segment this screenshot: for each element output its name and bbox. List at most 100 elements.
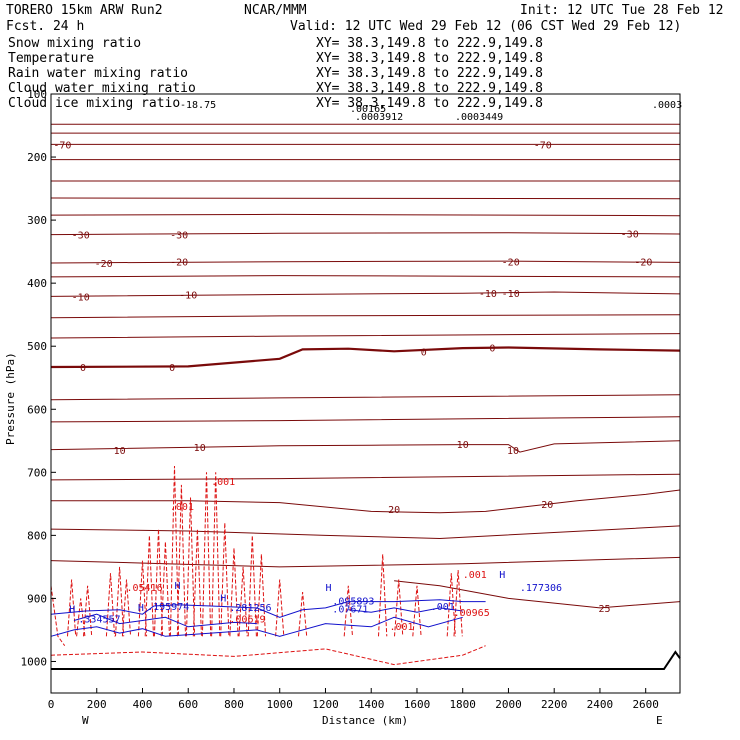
x-end-label-west: W (82, 714, 89, 727)
isotherm-line (394, 580, 681, 609)
isotherm-line-extra (50, 197, 681, 200)
isotherm-label: 10 (194, 443, 206, 454)
isotherm-label: -10 (479, 289, 497, 300)
x-tick-label: 1000 (266, 698, 293, 711)
cloud-water-label: H (326, 583, 332, 594)
rain-contour (169, 465, 180, 637)
rain-label: .001 (211, 477, 235, 488)
legend-xy-cloud-water: XY= 38.3,149.8 to 222.9,149.8 (316, 81, 543, 96)
legend-xy-temperature: XY= 38.3,149.8 to 222.9,149.8 (316, 51, 543, 66)
rain-contour (83, 585, 93, 637)
isotherm-line (50, 346, 681, 369)
isotherm-label: 0 (169, 363, 175, 374)
isotherm-label: -10 (72, 292, 90, 303)
cloud-water-label: .07671 (332, 604, 368, 615)
terrain-line (51, 650, 681, 670)
isotherm-line (50, 260, 681, 264)
rain-contour (238, 566, 248, 637)
isotherm-label: -10 (502, 289, 520, 300)
x-tick-label: 1200 (312, 698, 339, 711)
x-axis-label: Distance (km) (322, 714, 408, 727)
y-tick-label: 800 (27, 529, 47, 542)
rain-contour (144, 535, 154, 637)
rain-contour (176, 484, 186, 637)
cloud-water-contour (73, 613, 257, 628)
x-tick-label: 2600 (632, 698, 659, 711)
rain-contour (137, 560, 148, 637)
x-tick-label: 1400 (358, 698, 385, 711)
rain-contour (298, 592, 308, 637)
y-tick-label: 500 (27, 340, 47, 353)
x-tick-label: 1600 (404, 698, 431, 711)
isotherm-label: -70 (534, 140, 552, 151)
rain-contour (115, 566, 125, 637)
legend: Snow mixing ratio XY= 38.3,149.8 to 222.… (8, 36, 543, 111)
contour-labels: -70 -70 -30 -30 -30 -20 -20 -20 -20 -10 -10 -10 -10 0… (53, 100, 682, 633)
cloud-water-label: H (220, 594, 226, 605)
cloud-water-contours (50, 599, 486, 637)
isotherm-label: -10 (179, 291, 197, 302)
y-tick-label: 200 (27, 151, 47, 164)
top-label: .0003 (652, 100, 682, 111)
header-valid: Valid: 12 UTC Wed 29 Feb 12 (06 CST Wed … (290, 19, 681, 34)
isotherm-line-extra (50, 556, 681, 568)
isotherm-label: -20 (502, 258, 520, 269)
rain-contours (50, 465, 486, 666)
isotherm-line-extra (50, 525, 681, 540)
y-tick-label: 900 (27, 592, 47, 605)
isotherm-line (50, 232, 681, 236)
rain-contour (453, 569, 463, 637)
y-tick-label: 300 (27, 214, 47, 227)
top-label: .0003912 (355, 112, 403, 123)
isotherm-label: -30 (72, 231, 90, 242)
temperature-isotherms (50, 143, 681, 609)
legend-xy-cloud-ice: XY= 38.3,149.8 to 222.9,149.8 (316, 96, 543, 111)
rain-contour (412, 585, 422, 637)
rain-contour (121, 579, 132, 637)
x-tick-label: 600 (178, 698, 198, 711)
plot-frame (50, 93, 681, 694)
x-tick-label: 2400 (587, 698, 614, 711)
top-label: -18.75 (180, 100, 216, 111)
isotherm-label: 0 (489, 344, 495, 355)
top-label: .00165 (350, 104, 386, 115)
isotherm-label: -20 (634, 258, 652, 269)
legend-label-cloud-water: Cloud water mixing ratio (8, 81, 196, 96)
terrain-line (51, 650, 681, 670)
cloud-water-label: .281256 (229, 603, 271, 614)
rain-contour (378, 554, 388, 637)
legend-label-snow: Snow mixing ratio (8, 36, 141, 51)
rain-label: .001 (170, 502, 194, 513)
isotherm-label: 10 (457, 440, 469, 451)
y-tick-label: 100 (27, 88, 47, 101)
cloud-water-label: H (138, 603, 144, 614)
rain-label: .001 (463, 570, 487, 581)
cloud-water-label: .095893 (332, 597, 374, 608)
isotherm-line-extra (50, 416, 681, 423)
y-tick-label: 1000 (21, 656, 48, 669)
rain-contour (220, 522, 230, 637)
rain-contour (275, 579, 285, 637)
isotherm-line (50, 440, 681, 453)
isotherm-line-extra (50, 333, 681, 339)
header-org: NCAR/MMM (244, 3, 307, 18)
cloud-water-label: .001 (431, 602, 455, 613)
rain-contour (50, 585, 66, 646)
rain-contour (105, 573, 116, 637)
rain-label: .001 (390, 622, 414, 633)
x-tick-label: 200 (87, 698, 107, 711)
isotherm-label: 0 (421, 347, 427, 358)
rain-contour (76, 598, 86, 637)
y-axis-label: Pressure (hPa) (4, 352, 17, 445)
y-tick-label: 600 (27, 403, 47, 416)
cloud-water-label: H (69, 604, 75, 615)
rain-contour (67, 579, 77, 637)
rain-contour (343, 585, 353, 637)
rain-contour (201, 472, 212, 637)
header-init: Init: 12 UTC Tue 28 Feb 12 (520, 3, 724, 18)
rain-contour (247, 535, 257, 637)
header-fcst: Fcst. 24 h (6, 19, 84, 34)
x-tick-label: 0 (48, 698, 55, 711)
x-tick-label: 2200 (541, 698, 568, 711)
